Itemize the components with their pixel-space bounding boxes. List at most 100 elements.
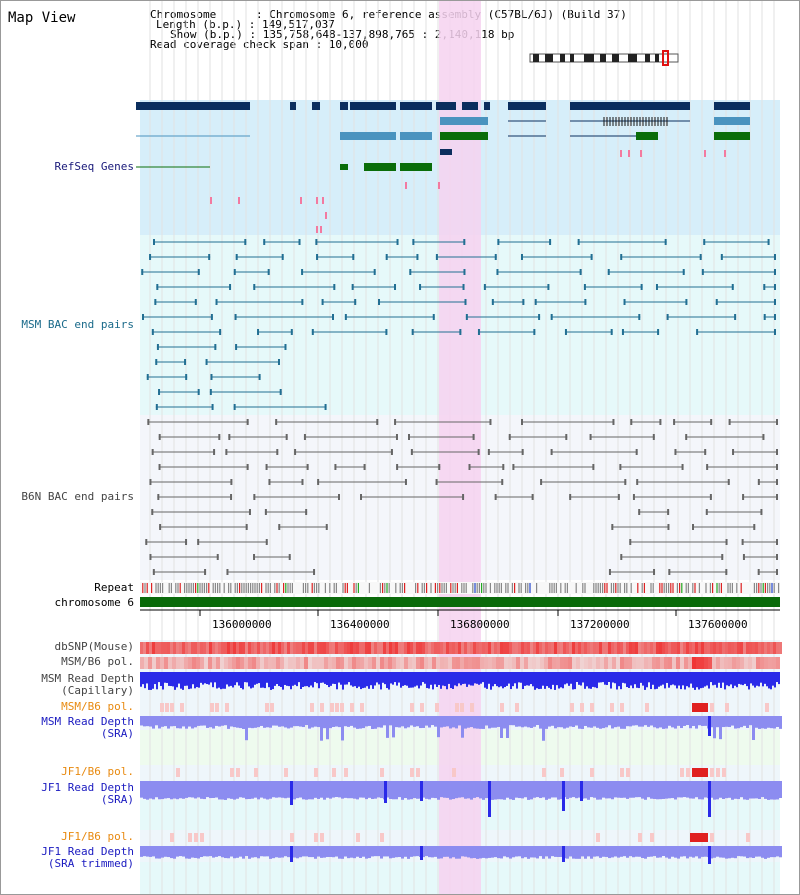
depth-bar [281,716,284,727]
depth-bar [299,781,302,798]
depth-bar [398,716,401,728]
depth-bar [338,716,341,728]
repeat-mark [318,583,320,593]
depth-bar [317,716,320,728]
gene-exon [364,163,396,171]
depth-bar [332,716,335,727]
depth-bar [506,672,508,686]
jf1-b6-pol-2-label[interactable]: JF1/B6 pol. [61,830,134,843]
pol-cell [416,657,420,669]
msm-depth-sra-label[interactable]: MSM Read Depth (SRA) [41,716,134,740]
dbsnp-label[interactable]: dbSNP(Mouse) [54,640,134,653]
bac-end [306,464,309,470]
depth-bar [266,672,268,683]
pol-cell [768,657,772,669]
depth-bar [749,781,752,799]
depth-bar [636,672,638,688]
depth-bar [191,716,194,729]
pol-cell [308,657,312,669]
depth-bar [722,716,725,728]
depth-bar [230,672,232,686]
jf1-depth-trim-label[interactable]: JF1 Read Depth (SRA trimmed) [41,846,134,870]
dbsnp-cell [602,642,605,654]
depth-bar [572,846,575,859]
bac-end [213,449,216,455]
bac-end [258,374,261,380]
jf1-depth-trim-line1: JF1 Read Depth [41,845,134,858]
repeat-mark [698,583,700,593]
depth-bar [238,672,240,686]
dbsnp-cell [299,642,302,654]
msm-b6-pol-label[interactable]: MSM/B6 pol. [61,655,134,668]
repeat-label[interactable]: Repeat [94,581,134,594]
dbsnp-cell [263,642,266,654]
depth-bar [431,716,434,726]
depth-bar [162,672,164,690]
depth-bar [251,846,254,858]
depth-bar [704,672,706,687]
depth-bar [218,781,221,800]
depth-bar [774,672,776,688]
msm-depth-cap-label[interactable]: MSM Read Depth (Capillary) [41,673,134,697]
dbsnp-cell [635,642,638,654]
dbsnp-cell [305,642,308,654]
depth-bar [450,672,452,689]
repeat-mark [604,583,606,593]
msm-b6-pol-2-label[interactable]: MSM/B6 pol. [61,700,134,713]
depth-bar [758,846,761,857]
pol-cell [216,657,220,669]
depth-bar [401,846,404,859]
depth-bar [719,846,722,858]
depth-bar [329,716,332,729]
depth-bar [458,846,461,859]
depth-bar [551,781,554,798]
bac-end [149,554,152,560]
pol-cell [564,657,568,669]
repeat-mark [643,583,645,593]
depth-bar [335,846,338,857]
dbsnp-cell [632,642,635,654]
bac-end [373,269,376,275]
pol-cell [184,657,188,669]
refseq-genes-label[interactable]: RefSeq Genes [54,160,134,173]
depth-bar [638,781,641,798]
depth-bar [710,781,713,798]
pol-cell [520,657,524,669]
repeat-mark [162,583,164,593]
repeat-mark [595,583,597,593]
depth-bar [460,672,462,686]
depth-bar [210,672,212,683]
repeat-mark [287,583,289,593]
snp-marker [724,150,726,157]
depth-bar [356,672,358,689]
bac-end [666,314,669,320]
depth-bar [692,716,695,726]
bac-end [214,344,217,350]
bac-end [278,524,281,530]
bac-end [407,434,410,440]
dbsnp-cell [245,642,248,654]
pol-cell [600,657,604,669]
b6n-bac-label[interactable]: B6N BAC end pairs [21,490,134,503]
depth-bar [434,781,437,799]
repeat-mark [230,583,232,593]
depth-bar [380,716,383,728]
depth-bar [494,716,497,728]
pol-cell [224,657,228,669]
jf1-b6-pol-label[interactable]: JF1/B6 pol. [61,765,134,778]
depth-bar [713,781,716,800]
bac-end [652,434,655,440]
depth-bar [368,781,371,798]
depth-bar [188,672,190,690]
gene-exon [714,132,750,140]
pol-cell [648,657,652,669]
chromosome-track-label[interactable]: chromosome 6 [54,596,134,609]
depth-bar [503,781,506,800]
jf1-depth-sra-label[interactable]: JF1 Read Depth (SRA) [41,782,134,806]
bac-end [673,419,676,425]
depth-bar [671,846,674,857]
depth-bar [641,846,644,858]
msm-bac-label[interactable]: MSM BAC end pairs [21,318,134,331]
depth-bar [614,672,616,684]
